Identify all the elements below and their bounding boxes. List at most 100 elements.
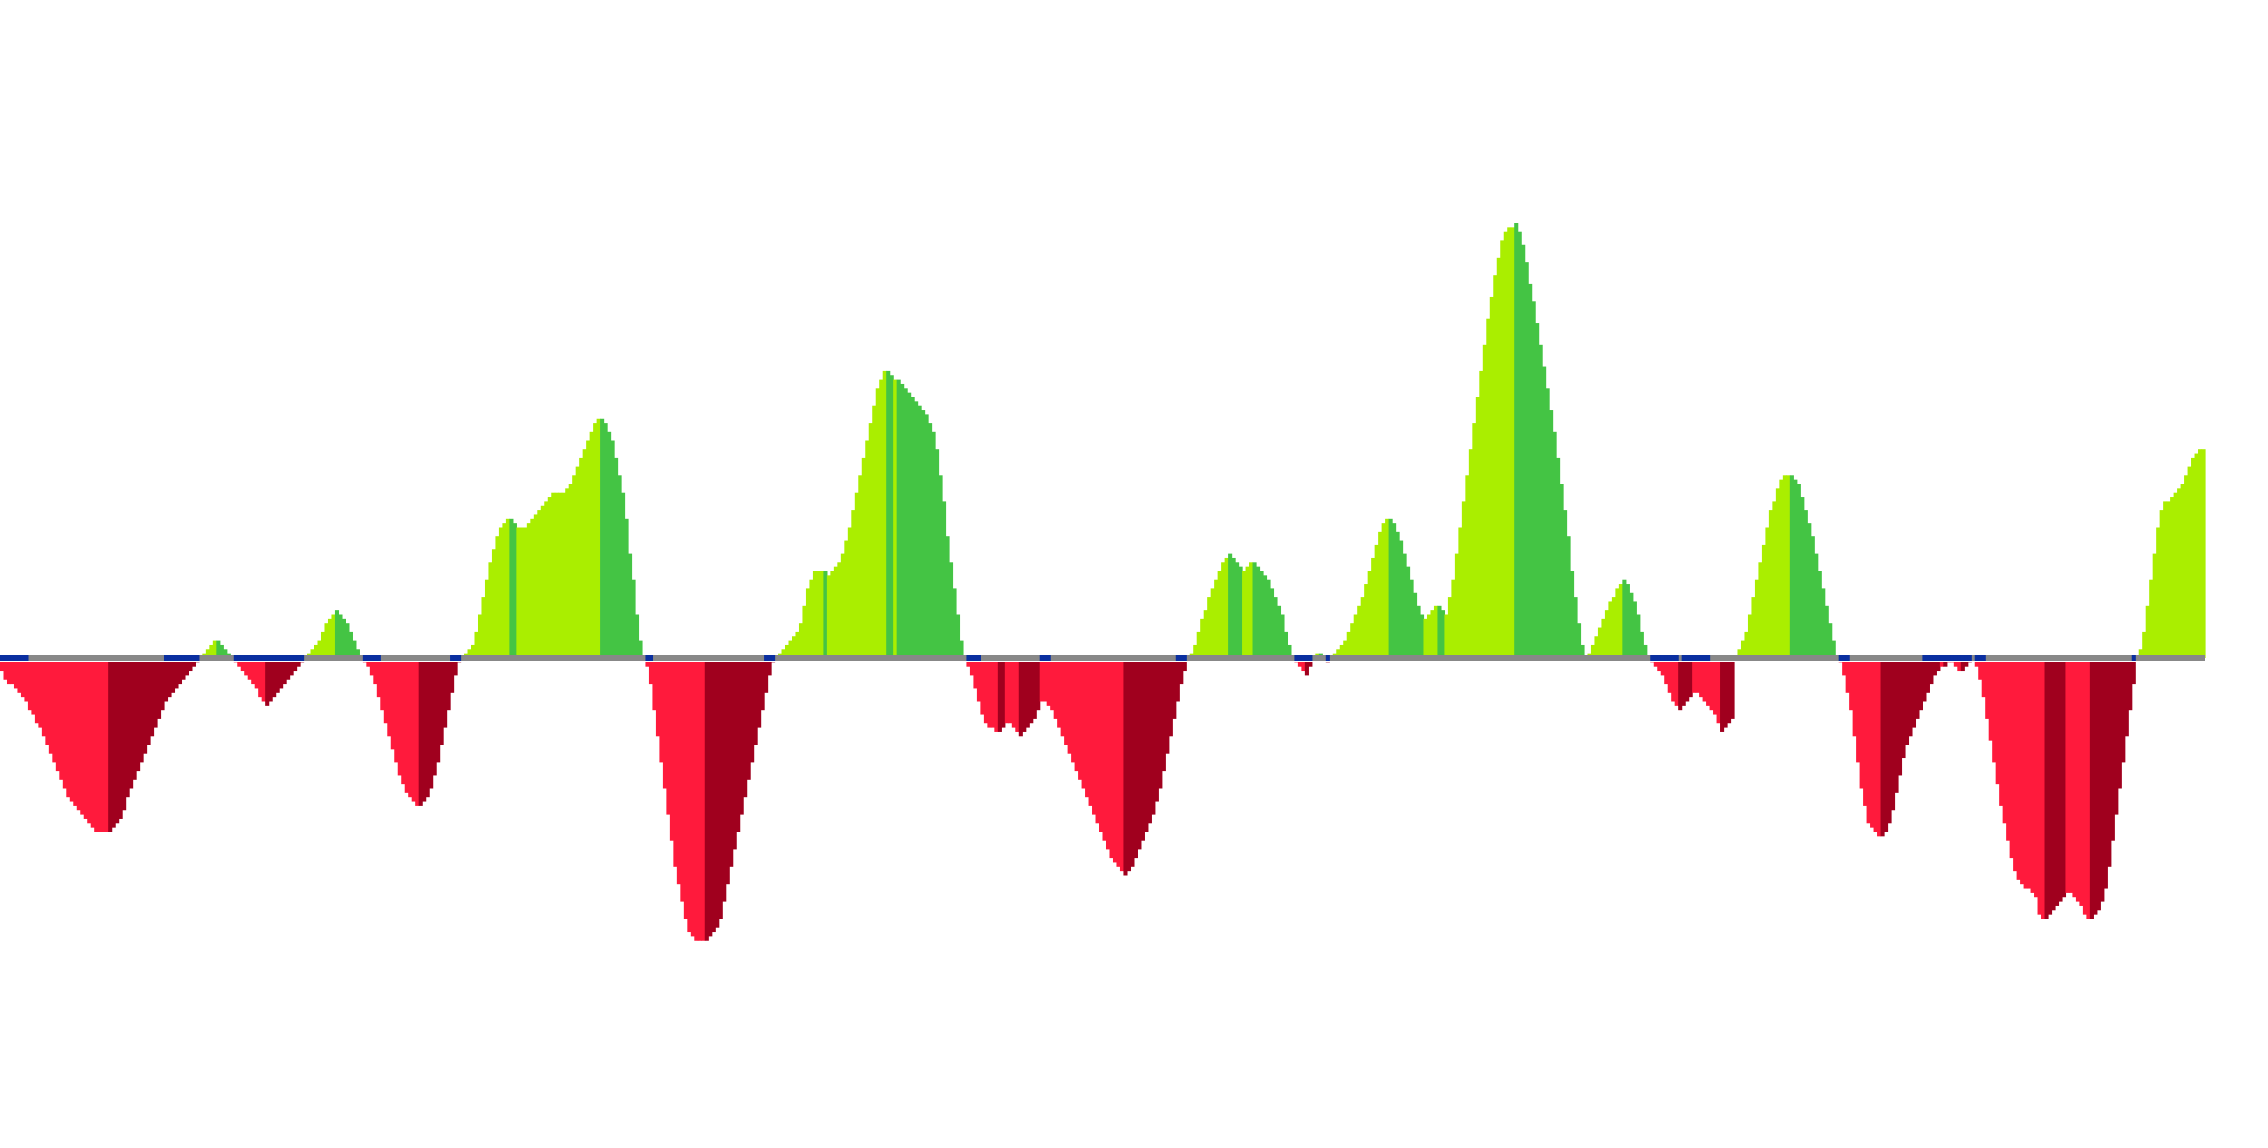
histogram-bar (1147, 662, 1152, 824)
histogram-bar (1123, 662, 1128, 876)
histogram-bar (875, 388, 880, 658)
histogram-bar (59, 662, 64, 780)
histogram-bar (191, 662, 196, 667)
histogram-bar (505, 518, 510, 658)
histogram-bar (1800, 497, 1805, 658)
histogram-bar (317, 640, 322, 658)
histogram-bar (1367, 571, 1372, 658)
histogram-bar (952, 588, 957, 658)
histogram-bar (987, 662, 992, 728)
histogram-bar (959, 640, 964, 658)
histogram-bar (1866, 662, 1871, 824)
histogram-bar (767, 662, 772, 676)
histogram-bar (1615, 588, 1620, 658)
histogram-bar (1608, 601, 1613, 658)
histogram-bar (1636, 614, 1641, 658)
histogram-bar (1761, 544, 1766, 658)
histogram-bar (1262, 575, 1268, 658)
histogram-bar (1960, 662, 1965, 672)
zero-marker (24, 655, 29, 661)
zero-marker (3, 655, 8, 661)
histogram-bar (823, 571, 828, 658)
histogram-bar (90, 662, 95, 828)
histogram-bar (205, 649, 210, 658)
zero-marker (191, 655, 196, 661)
histogram-bar (1744, 631, 1749, 658)
histogram-bar (1507, 227, 1512, 658)
histogram-bar (1500, 240, 1505, 658)
histogram-bar (1807, 523, 1812, 658)
histogram-bar (1981, 662, 1986, 698)
histogram-bar (502, 523, 507, 658)
histogram-bar (1671, 662, 1676, 702)
zero-marker (300, 655, 305, 661)
histogram-bar (554, 492, 559, 658)
histogram-bar (781, 649, 786, 658)
histogram-bar (251, 662, 256, 685)
zero-marker (6, 655, 12, 661)
histogram-bar (1461, 501, 1466, 658)
histogram-bar (645, 662, 650, 667)
histogram-bar (268, 662, 273, 702)
zero-marker (296, 655, 301, 661)
histogram-bar (150, 662, 155, 737)
zero-marker (268, 655, 273, 661)
histogram-bar (945, 536, 950, 658)
zero-marker (1308, 655, 1313, 661)
histogram-bar (687, 662, 692, 933)
histogram-bar (1043, 662, 1048, 702)
histogram-bar (1008, 662, 1013, 724)
histogram-bar (708, 662, 713, 937)
histogram-bar (1999, 662, 2004, 806)
histogram-bar (1046, 662, 1051, 706)
histogram-bar (561, 492, 566, 658)
histogram-bar (289, 662, 294, 676)
histogram-bar (160, 662, 165, 711)
histogram-bar (0, 662, 5, 672)
zero-marker (1179, 655, 1184, 661)
histogram-bar (750, 662, 755, 763)
zero-marker (1667, 655, 1672, 661)
histogram-bar (2072, 662, 2077, 898)
histogram-bar (184, 662, 189, 676)
histogram-bar (917, 405, 922, 658)
histogram-bar (1775, 488, 1780, 658)
histogram-bar (429, 662, 434, 789)
histogram-bar (854, 492, 859, 658)
histogram-bar (31, 662, 36, 715)
histogram-bar (1196, 631, 1201, 658)
zero-marker (1304, 655, 1309, 661)
zero-marker (366, 655, 371, 661)
histogram-bar (1789, 475, 1794, 658)
histogram-bar (746, 662, 751, 780)
zero-marker (289, 655, 294, 661)
histogram-bar (2096, 662, 2101, 911)
histogram-bar (1374, 544, 1379, 658)
zero-marker (1301, 655, 1306, 661)
zero-marker (247, 655, 252, 661)
histogram-bar (2187, 466, 2192, 658)
histogram-bar (1716, 662, 1721, 724)
histogram-bar (1510, 227, 1515, 658)
histogram-bar (1891, 662, 1896, 811)
histogram-bar (341, 618, 346, 658)
histogram-bar (1447, 597, 1452, 658)
zero-marker (1932, 655, 1937, 661)
histogram-bar (1406, 566, 1411, 658)
histogram-bar (2131, 662, 2136, 685)
histogram-bar (1057, 662, 1062, 728)
zero-marker (1950, 655, 1955, 661)
histogram-bar (1479, 370, 1484, 658)
zero-marker (251, 655, 256, 661)
histogram-bar (600, 418, 605, 658)
histogram-bar (97, 662, 102, 832)
histogram-bar (1154, 662, 1159, 802)
histogram-bar (603, 423, 608, 658)
histogram-bar (819, 571, 824, 658)
histogram-bar (293, 662, 298, 672)
histogram-bar (2124, 662, 2129, 737)
histogram-bar (1810, 536, 1815, 658)
histogram-bar (181, 662, 186, 680)
histogram-bar (265, 662, 270, 706)
histogram-bar (1699, 662, 1704, 698)
